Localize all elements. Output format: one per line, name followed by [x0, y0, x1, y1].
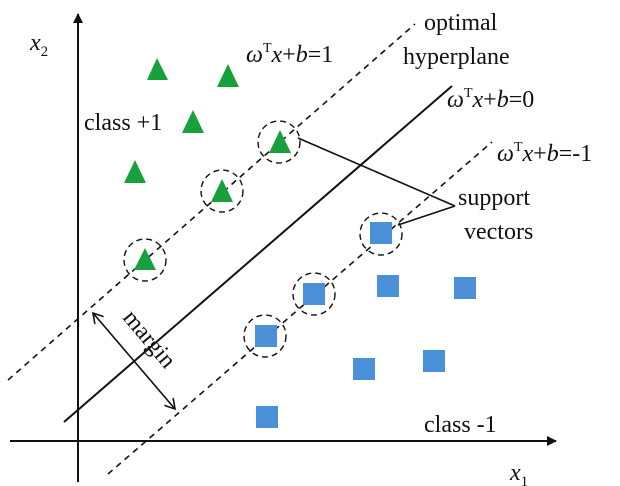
margin-label: margin	[117, 305, 180, 373]
support-vector-circle	[123, 238, 167, 282]
square-point	[303, 283, 325, 305]
margin-line-plus1	[7, 23, 416, 381]
class-pos-label: class +1	[84, 110, 162, 136]
square-point	[255, 325, 277, 347]
support-vector-circle	[257, 120, 301, 164]
margin-arrow	[93, 313, 175, 409]
support-connector-lower	[397, 205, 456, 226]
class-neg-label: class -1	[424, 412, 497, 438]
triangle-point	[182, 110, 204, 133]
square-point	[256, 406, 278, 428]
triangle-point	[134, 248, 156, 270]
square-point	[377, 275, 399, 297]
equation-minus1: ωTx+b=-1	[497, 140, 592, 167]
triangle-point	[124, 160, 146, 183]
triangle-point	[147, 58, 168, 80]
x-axis-label: x1	[509, 460, 528, 486]
square-point	[353, 358, 375, 380]
support-vector-circle	[200, 169, 244, 213]
margin-line-minus1	[107, 141, 493, 475]
square-point	[454, 277, 476, 299]
equation-plus1: ωTx+b=1	[246, 41, 333, 68]
square-point	[370, 222, 392, 244]
optimal-hyperplane-line	[63, 85, 453, 423]
triangle-point	[269, 130, 291, 153]
triangle-point	[217, 64, 239, 87]
class-neg-points	[255, 222, 476, 428]
class-pos-points	[124, 58, 291, 270]
support-vector-circle	[359, 212, 403, 256]
support-connector-upper	[297, 137, 456, 207]
support-vectors-label-line2: vectors	[464, 219, 533, 245]
triangle-point	[211, 179, 233, 202]
equation-zero: ωTx+b=0	[447, 86, 534, 113]
square-point	[423, 350, 445, 372]
support-vector-circle	[292, 272, 336, 316]
y-axis-label: x2	[29, 30, 48, 60]
support-vector-circle	[243, 314, 287, 358]
support-vectors-label-line1: support	[458, 185, 530, 211]
optimal-hyperplane-label-line1: optimal	[424, 10, 498, 36]
optimal-hyperplane-label-line2: hyperplane	[403, 44, 510, 70]
